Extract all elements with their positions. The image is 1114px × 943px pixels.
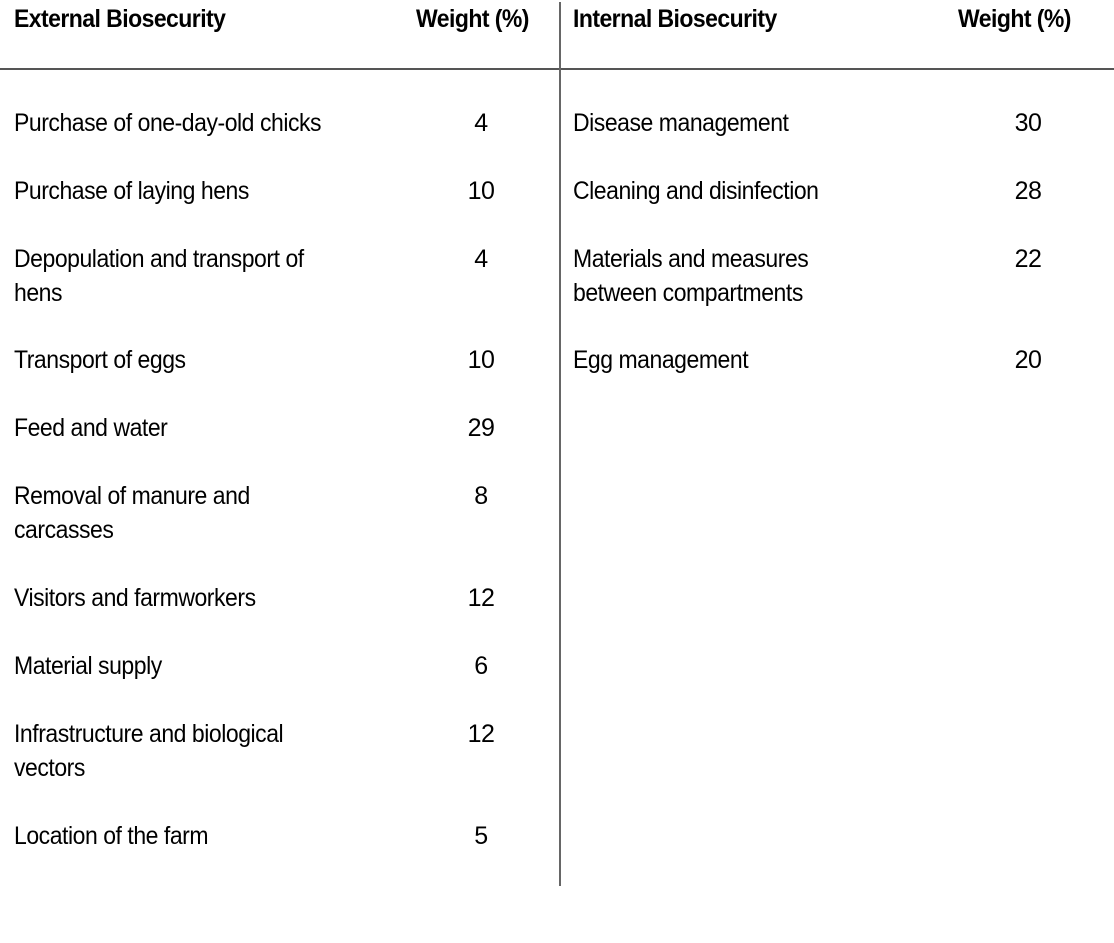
external-row-label: Removal of manure and carcasses [14, 482, 250, 544]
external-row-label: Depopulation and transport of hens [14, 245, 304, 307]
external-row-weight: 10 [467, 346, 495, 374]
internal-row-weight: 28 [1014, 177, 1042, 205]
header-divider [0, 68, 1114, 70]
column-divider [559, 2, 561, 886]
external-row-label: Visitors and farmworkers [14, 584, 256, 612]
internal-biosecurity-header: Internal Biosecurity [573, 5, 777, 33]
external-biosecurity-header: External Biosecurity [14, 5, 226, 33]
internal-row-weight: 20 [1014, 346, 1042, 374]
internal-row-label: Disease management [573, 109, 789, 137]
external-row-weight: 29 [467, 414, 495, 442]
external-row-weight: 8 [474, 482, 488, 510]
external-row-weight: 10 [467, 177, 495, 205]
external-row-weight: 5 [474, 822, 488, 850]
external-row-label: Location of the farm [14, 822, 209, 850]
external-row-weight: 12 [467, 720, 495, 748]
external-row-label: Material supply [14, 652, 162, 680]
internal-row-weight: 22 [1014, 245, 1042, 273]
external-row-label: Infrastructure and biological vectors [14, 720, 284, 782]
external-row-label: Feed and water [14, 414, 168, 442]
external-weight-header: Weight (%) [416, 5, 529, 33]
external-row-label: Purchase of one-day-old chicks [14, 109, 322, 137]
internal-row-label: Cleaning and disinfection [573, 177, 819, 205]
external-row-label: Transport of eggs [14, 346, 186, 374]
internal-row-label: Egg management [573, 346, 749, 374]
external-row-weight: 4 [474, 109, 488, 137]
external-row-weight: 12 [467, 584, 495, 612]
external-row-weight: 6 [474, 652, 488, 680]
internal-weight-header: Weight (%) [958, 5, 1071, 33]
external-row-weight: 4 [474, 245, 488, 273]
external-row-label: Purchase of laying hens [14, 177, 249, 205]
internal-row-label: Materials and measures between compartme… [573, 245, 809, 307]
internal-row-weight: 30 [1014, 109, 1042, 137]
